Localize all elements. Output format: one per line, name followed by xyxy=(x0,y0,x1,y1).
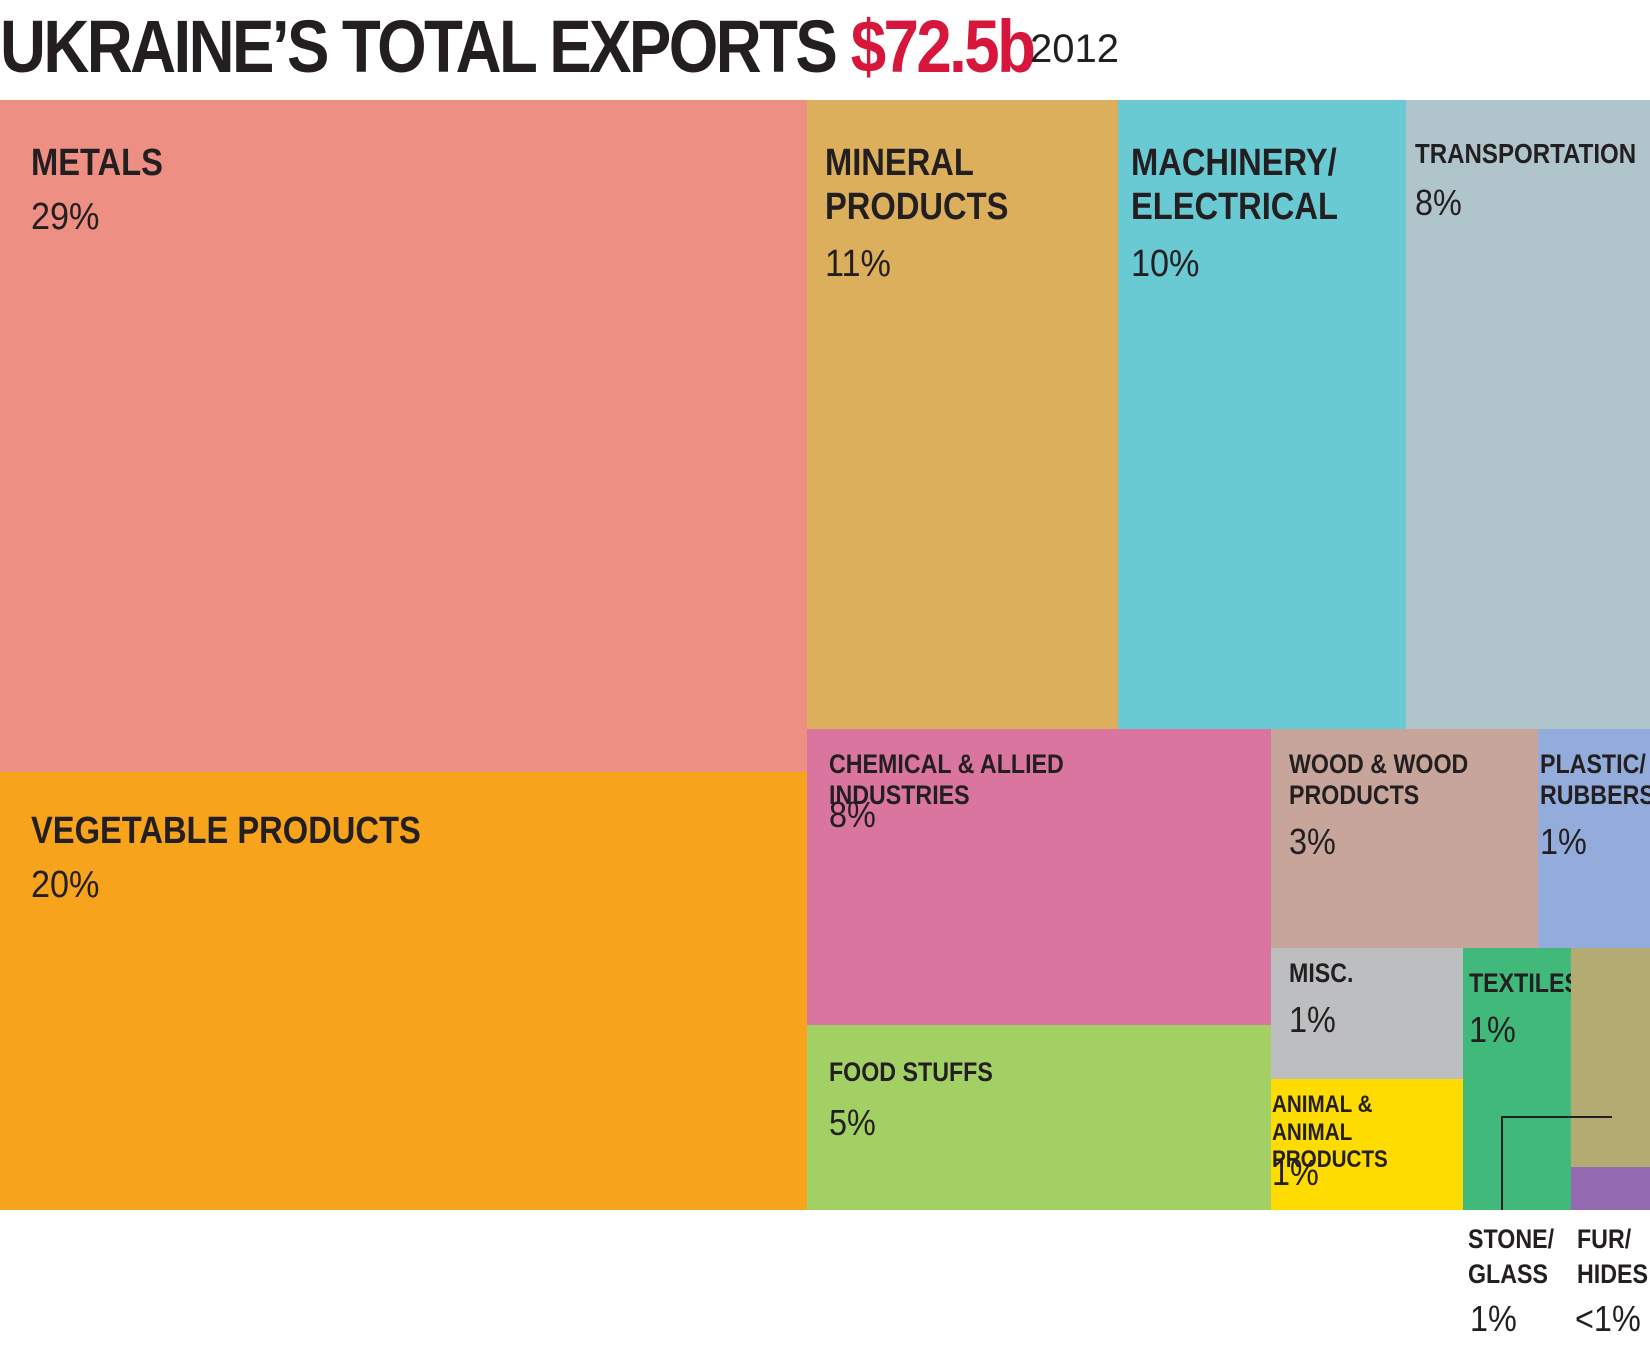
treemap-tile-vegetable-products: VEGETABLE PRODUCTS 20% xyxy=(0,772,807,1210)
treemap-tile-metals: METALS 29% xyxy=(0,100,807,772)
title-year: 2012 xyxy=(1030,27,1119,71)
tile-label-metals: METALS xyxy=(31,142,163,184)
tile-percent-chemical-allied-industries: 8% xyxy=(829,794,876,836)
treemap-tile-textiles: TEXTILES 1% xyxy=(1463,948,1571,1210)
tile-label-misc: MISC. xyxy=(1289,958,1354,988)
tile-label-plastic-rubbers: PLASTIC/ RUBBERS xyxy=(1540,749,1650,811)
tile-label-vegetable-products: VEGETABLE PRODUCTS xyxy=(31,810,421,852)
chart-title-text: UKRAINE’S TOTAL EXPORTS $72.5b xyxy=(0,4,1036,89)
external-percent-stone-glass: 1% xyxy=(1470,1298,1517,1339)
chart-title: UKRAINE’S TOTAL EXPORTS $72.5b xyxy=(0,4,1202,88)
treemap-tile-misc: MISC. 1% xyxy=(1271,948,1463,1079)
tile-label-food-stuffs: FOOD STUFFS xyxy=(829,1057,993,1087)
external-percent-fur-hides: <1% xyxy=(1575,1298,1641,1339)
tile-percent-metals: 29% xyxy=(31,195,100,238)
tile-percent-textiles: 1% xyxy=(1469,1009,1516,1051)
tile-percent-animal-products: 1% xyxy=(1272,1152,1319,1194)
treemap-tile-fur-hides xyxy=(1571,1167,1650,1210)
external-label-stone-glass: STONE/ GLASS xyxy=(1468,1224,1555,1290)
treemap-tile-transportation: TRANSPORTATION 8% xyxy=(1406,100,1650,729)
treemap-tile-stone-glass xyxy=(1571,948,1650,1167)
tile-percent-vegetable-products: 20% xyxy=(31,863,100,906)
title-total-value: $72.5b xyxy=(850,5,1036,88)
treemap-tile-animal-products: ANIMAL & ANIMAL PRODUCTS 1% xyxy=(1271,1079,1463,1210)
treemap-tile-chemical-allied-industries: CHEMICAL & ALLIED INDUSTRIES 8% xyxy=(807,729,1271,1025)
treemap-tile-mineral-products: MINERAL PRODUCTS 11% xyxy=(807,100,1118,729)
tile-label-mineral-products: MINERAL PRODUCTS xyxy=(825,142,1009,228)
treemap-tile-plastic-rubbers: PLASTIC/ RUBBERS 1% xyxy=(1538,729,1650,948)
treemap-tile-machinery-electrical: MACHINERY/ ELECTRICAL 10% xyxy=(1118,100,1406,729)
tile-label-animal-products: ANIMAL & ANIMAL PRODUCTS xyxy=(1272,1091,1388,1174)
tile-percent-machinery-electrical: 10% xyxy=(1131,243,1200,286)
tile-percent-transportation: 8% xyxy=(1415,182,1462,224)
treemap-tile-wood-products: WOOD & WOOD PRODUCTS 3% xyxy=(1271,729,1538,948)
tile-label-transportation: TRANSPORTATION xyxy=(1415,138,1637,169)
tile-percent-misc: 1% xyxy=(1289,999,1336,1041)
tile-label-chemical-allied-industries: CHEMICAL & ALLIED INDUSTRIES xyxy=(829,749,1064,811)
tile-percent-mineral-products: 11% xyxy=(825,243,891,286)
tile-label-textiles: TEXTILES xyxy=(1469,968,1571,998)
treemap-tile-food-stuffs: FOOD STUFFS 5% xyxy=(807,1025,1271,1210)
tile-label-machinery-electrical: MACHINERY/ ELECTRICAL xyxy=(1131,142,1338,228)
external-label-fur-hides: FUR/ HIDES xyxy=(1577,1224,1648,1290)
tile-label-wood-products: WOOD & WOOD PRODUCTS xyxy=(1289,749,1469,811)
title-main: UKRAINE’S TOTAL EXPORTS xyxy=(0,5,838,88)
tile-percent-wood-products: 3% xyxy=(1289,821,1336,863)
tile-percent-plastic-rubbers: 1% xyxy=(1540,821,1587,863)
tile-percent-food-stuffs: 5% xyxy=(829,1102,876,1144)
